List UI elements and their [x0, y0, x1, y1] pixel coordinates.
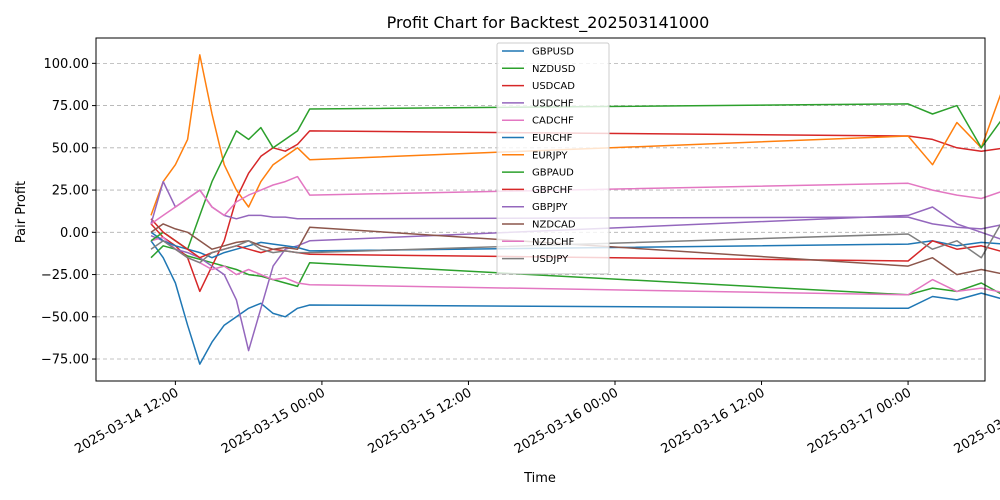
legend-label: GBPCHF [532, 185, 573, 196]
legend-label: GBPUSD [532, 47, 574, 58]
series-line-nzdcad [150, 223, 1000, 276]
y-tick-label: −50.00 [41, 310, 89, 325]
legend-label: NZDCHF [532, 237, 575, 248]
x-axis-label: Time [523, 471, 556, 486]
legend-label: GBPAUD [532, 168, 574, 179]
legend-label: EURCHF [532, 133, 573, 144]
y-tick-label: 25.00 [52, 184, 89, 199]
legend-label: NZDCAD [532, 220, 576, 231]
legend-label: CADCHF [532, 116, 574, 127]
legend-label: USDJPY [532, 254, 569, 265]
series-line-nzdchf [150, 175, 1000, 225]
legend-label: NZDUSD [532, 64, 576, 75]
y-tick-label: 100.00 [44, 57, 90, 72]
legend: GBPUSD NZDUSD USDCAD USDCHF CADCHF EURCHF EURJ… [496, 42, 610, 275]
legend-label: USDCAD [532, 81, 575, 92]
legend-label: GBPJPY [532, 202, 568, 213]
series-line-eurjpy [150, 54, 1000, 216]
legend-label: EURJPY [532, 150, 568, 161]
y-tick-label: 50.00 [52, 141, 89, 156]
y-tick-label: 0.00 [60, 226, 89, 241]
y-axis-label: Pair Profit [14, 181, 29, 243]
y-axis-ticks: 100.00 75.00 50.00 25.00 0.00 −25.00 −50.00 −75… [41, 57, 96, 368]
legend-label: USDCHF [532, 98, 574, 109]
series-line-gbpaud [150, 103, 1000, 250]
series-line-usdchf [150, 206, 1000, 352]
series-line-gbpusd [150, 240, 1000, 365]
axes-frame [95, 37, 986, 382]
y-tick-label: −75.00 [41, 353, 89, 368]
series-lines [150, 54, 1000, 365]
legend-box [496, 42, 610, 275]
chart-title: Profit Chart for Backtest_202503141000 [387, 13, 710, 33]
y-tick-label: 75.00 [52, 99, 89, 114]
series-line-usdjpy [150, 223, 1000, 264]
y-tick-label: −25.00 [41, 268, 89, 283]
series-line-eurchf [150, 231, 1000, 259]
